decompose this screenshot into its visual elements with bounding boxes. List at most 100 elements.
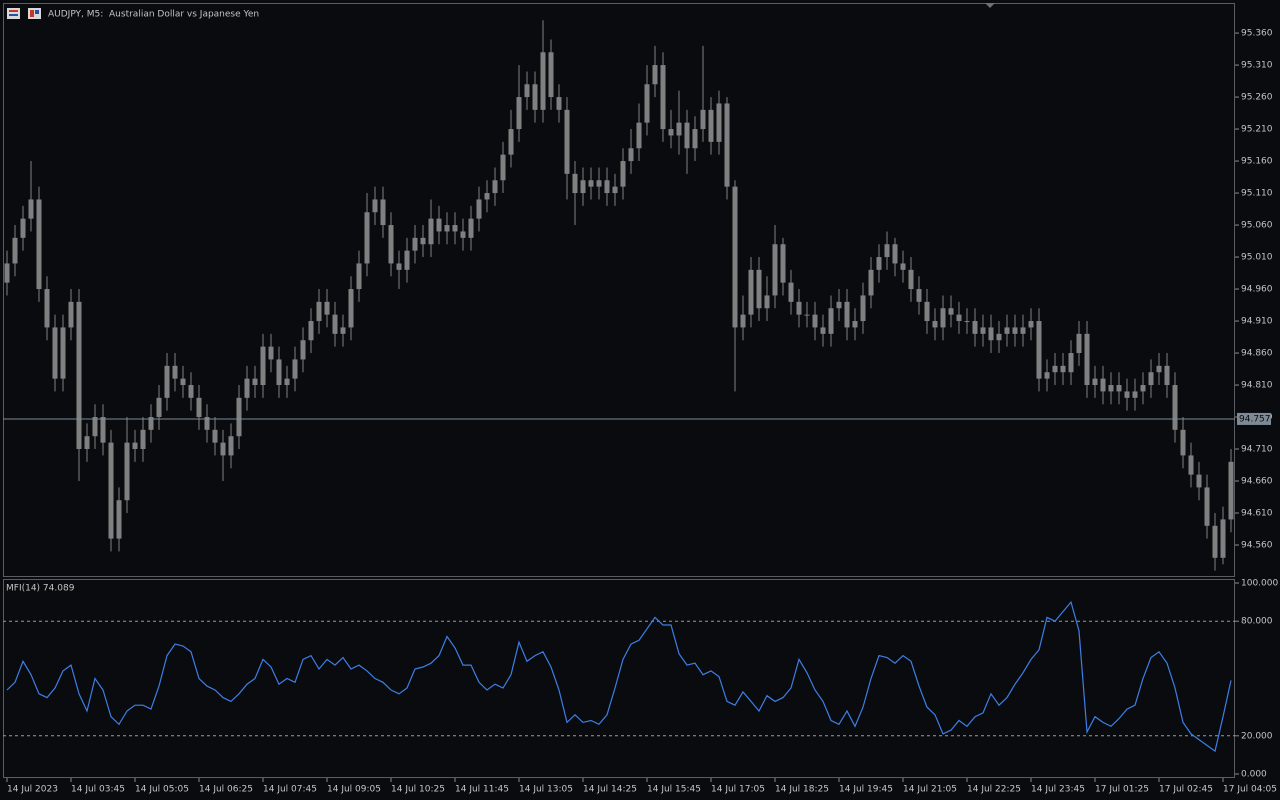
candle-body (668, 129, 674, 136)
mfi-line (6, 600, 1232, 753)
x-tick-label: 14 Jul 15:45 (647, 785, 701, 795)
x-tick-label: 17 Jul 02:45 (1159, 785, 1213, 795)
price-tag-label: 94.757 (1239, 414, 1271, 424)
candle-body (92, 417, 98, 437)
candle-body (700, 109, 706, 130)
candle-body (996, 333, 1002, 341)
candle-body (444, 225, 450, 232)
candle-body (1204, 487, 1210, 526)
candle-body (972, 321, 978, 334)
candle-body (1164, 365, 1170, 386)
icon[interactable] (28, 8, 41, 19)
candle-body (452, 225, 458, 232)
candle-body (612, 186, 618, 194)
candle-body (132, 442, 138, 450)
candle-body (212, 429, 218, 443)
x-tick-label: 14 Jul 22:25 (967, 785, 1021, 795)
y-tick-label: 95.260 (1241, 93, 1273, 103)
candle-body (276, 359, 282, 386)
candle-body (84, 436, 90, 450)
candle-body (148, 417, 154, 430)
candle-body (756, 269, 762, 309)
candle-body (492, 180, 498, 194)
candle-body (1156, 365, 1162, 373)
candle-body (340, 327, 346, 334)
candle-body (804, 314, 810, 316)
candle-body (484, 193, 490, 200)
candle-body (108, 442, 114, 539)
y-tick-label: 95.210 (1241, 125, 1273, 135)
candle-body (476, 199, 482, 219)
candle-body (988, 327, 994, 341)
candle-body (60, 327, 66, 379)
icon-stripe (9, 10, 18, 12)
candle-body (1012, 327, 1018, 334)
candle-body (364, 212, 370, 264)
shift-marker[interactable] (985, 3, 995, 8)
candle-body (732, 186, 738, 328)
candle-body (828, 308, 834, 334)
candle-body (76, 301, 82, 450)
x-tick-label: 14 Jul 19:45 (839, 785, 893, 795)
price-panel (3, 3, 1235, 577)
candle-body (68, 301, 74, 328)
candle-body (580, 180, 586, 194)
x-tick-label: 14 Jul 05:05 (135, 785, 189, 795)
candle-body (724, 103, 730, 187)
candle-body (1020, 327, 1026, 334)
candle-body (980, 327, 986, 334)
candle-body (1124, 391, 1130, 398)
candle-body (916, 289, 922, 302)
icon[interactable] (7, 8, 20, 19)
candle-body (604, 180, 610, 194)
candle-body (428, 218, 434, 245)
candle-body (220, 442, 226, 456)
candle-body (500, 154, 506, 181)
candle-body (268, 346, 274, 360)
candle-body (556, 97, 562, 110)
candle-body (788, 282, 794, 302)
candle-body (316, 301, 322, 322)
candle-body (508, 129, 514, 155)
y-tick-label: 94.710 (1241, 445, 1273, 455)
y-tick-label: 95.310 (1241, 61, 1273, 71)
candle-body (204, 417, 210, 430)
candle-body (420, 237, 426, 245)
candle-body (836, 301, 842, 309)
y-tick-label: 20.000 (1241, 731, 1273, 741)
candle-body (1188, 455, 1194, 475)
candle-body (948, 308, 954, 315)
chart-header: AUDJPY, M5: Australian Dollar vs Japanes… (48, 10, 259, 20)
candle-body (36, 199, 42, 290)
symbol-icons[interactable] (7, 8, 41, 19)
y-tick-label: 95.160 (1241, 157, 1273, 167)
candle-body (812, 314, 818, 328)
candle-body (764, 295, 770, 309)
y-tick-label: 100.000 (1241, 579, 1278, 589)
candle-body (772, 244, 778, 296)
candle-body (292, 359, 298, 379)
candle-body (1180, 429, 1186, 456)
y-tick-label: 95.360 (1241, 29, 1273, 39)
indicator-title: MFI(14) 74.089 (6, 584, 75, 594)
y-tick-label: 94.910 (1241, 317, 1273, 327)
candle-body (540, 52, 546, 110)
candle-body (140, 429, 146, 450)
candle-body (1212, 525, 1218, 558)
candle-body (332, 314, 338, 334)
candle-body (908, 269, 914, 290)
candle-body (844, 301, 850, 328)
y-tick-label: 94.960 (1241, 285, 1273, 295)
candle-body (324, 301, 330, 315)
candle-body (636, 122, 642, 149)
candle-body (964, 321, 970, 323)
price-tag (1237, 412, 1271, 425)
candle-body (460, 231, 466, 238)
candle-body (308, 321, 314, 341)
candle-body (956, 314, 962, 322)
candle-body (596, 180, 602, 187)
candle-body (924, 301, 930, 322)
y-tick-label: 94.810 (1241, 381, 1273, 391)
